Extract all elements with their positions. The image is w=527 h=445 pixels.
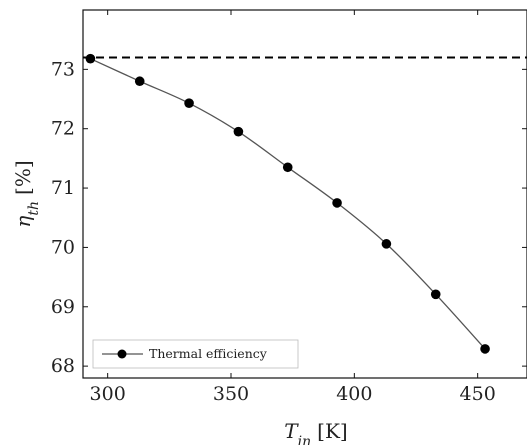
y-axis-label: ηth[%] — [11, 160, 42, 227]
y-tick-label: 72 — [51, 118, 75, 140]
x-axis-label: Tin [K] — [284, 419, 347, 445]
data-point — [480, 344, 490, 354]
x-tick-label: 400 — [336, 383, 372, 405]
y-tick-label: 71 — [51, 177, 75, 199]
axis-ticks — [83, 10, 527, 378]
data-point — [134, 76, 145, 87]
data-points — [85, 53, 490, 354]
data-point — [233, 126, 244, 137]
data-point — [381, 239, 392, 249]
legend-marker — [117, 349, 127, 359]
plot-frame — [82, 9, 527, 379]
y-tick-label: 69 — [51, 296, 75, 318]
data-point — [332, 198, 342, 208]
data-point — [85, 53, 96, 64]
legend-label: Thermal efficiency — [149, 346, 268, 361]
tick-labels: 300 350 400 450 68 69 70 71 72 73 — [51, 58, 496, 405]
x-tick-label: 350 — [213, 383, 249, 405]
data-point — [184, 98, 194, 108]
x-tick-label: 300 — [90, 383, 126, 405]
x-tick-label: 450 — [460, 383, 496, 405]
y-tick-label: 70 — [51, 236, 75, 258]
series-line-thermal-efficiency — [90, 58, 486, 350]
data-point — [430, 289, 441, 300]
legend: Thermal efficiency — [92, 339, 299, 369]
data-point — [282, 162, 293, 173]
y-tick-label: 73 — [51, 58, 75, 80]
y-tick-label: 68 — [51, 355, 75, 377]
